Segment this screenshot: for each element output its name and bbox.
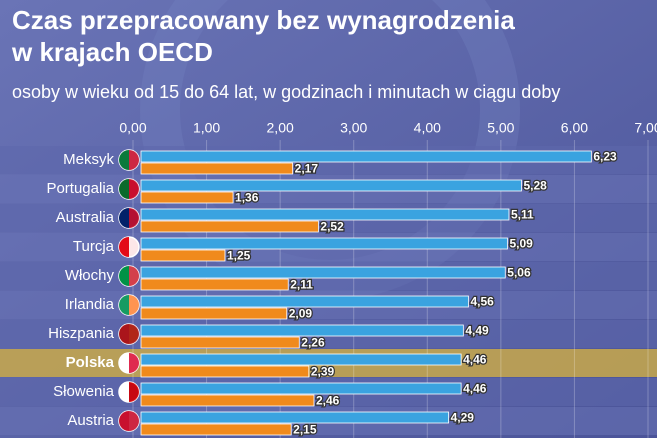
value-label: 2,52 [320,220,344,234]
value-label: 2,46 [316,394,340,408]
x-tick-label: 0,00 [119,120,146,136]
flag [119,237,129,257]
category-label: Włochy [65,267,115,284]
flag [129,208,139,228]
flag [119,208,129,228]
bar [140,411,450,424]
flag [119,266,129,286]
category-label: Portugalia [46,180,114,197]
bar [140,382,462,395]
value-label: 2,09 [289,307,313,321]
bar [140,336,300,349]
flag [119,179,129,199]
value-label: 1,36 [235,191,259,205]
value-label: 5,09 [509,237,533,251]
value-label: 2,11 [290,278,313,292]
bar [140,307,288,320]
bar [140,237,508,250]
chart-subtitle: osoby w wieku od 15 do 64 lat, w godzina… [12,82,560,102]
flag [119,324,129,344]
flag [119,353,129,373]
flag [119,295,129,315]
bar [140,191,234,204]
flag [129,411,139,431]
flag [129,266,139,286]
value-label: 2,26 [301,336,325,350]
value-label: 1,25 [227,249,251,263]
flag [119,382,129,402]
category-label: Słowenia [53,383,115,400]
category-label: Austria [67,412,114,429]
value-label: 4,56 [470,295,494,309]
bar [140,365,310,378]
flag [119,150,129,170]
bar [140,278,289,291]
value-label: 4,49 [465,324,489,338]
x-tick-label: 1,00 [193,120,220,136]
flag [129,353,139,373]
flag [119,411,129,431]
bar [140,353,462,366]
value-label: 2,17 [295,162,319,176]
flag [129,179,139,199]
flag [129,150,139,170]
category-label: Polska [66,354,115,371]
flag [129,295,139,315]
value-label: 6,23 [593,150,617,164]
value-label: 2,39 [311,365,335,379]
category-label: Irlandia [65,296,115,313]
x-tick-label: 3,00 [340,120,367,136]
bar [140,150,592,163]
bar [140,394,315,407]
bar [140,220,319,233]
x-tick-label: 4,00 [414,120,441,136]
bar [140,249,226,262]
bar [140,162,294,175]
chart-title: w krajach OECD [11,37,213,67]
value-label: 4,29 [451,411,475,425]
flag [129,237,139,257]
flag [129,324,139,344]
value-label: 5,28 [523,179,547,193]
category-label: Australia [56,209,115,226]
flag [129,382,139,402]
category-label: Meksyk [63,151,114,168]
x-tick-label: 6,00 [561,120,588,136]
value-label: 5,06 [507,266,531,280]
x-tick-label: 5,00 [487,120,514,136]
bar [140,266,506,279]
category-label: Hiszpania [48,325,115,342]
value-label: 2,15 [293,423,317,437]
x-tick-label: 2,00 [267,120,294,136]
bar [140,208,510,221]
bar [140,423,292,436]
category-label: Turcja [73,238,115,255]
bar [140,295,469,308]
bar [140,179,522,192]
value-label: 4,46 [463,382,487,396]
bar [140,324,464,337]
chart-title: Czas przepracowany bez wynagrodzenia [12,5,515,35]
value-label: 4,46 [463,353,487,367]
value-label: 5,11 [511,208,534,222]
x-tick-label: 7,00 [634,120,657,136]
